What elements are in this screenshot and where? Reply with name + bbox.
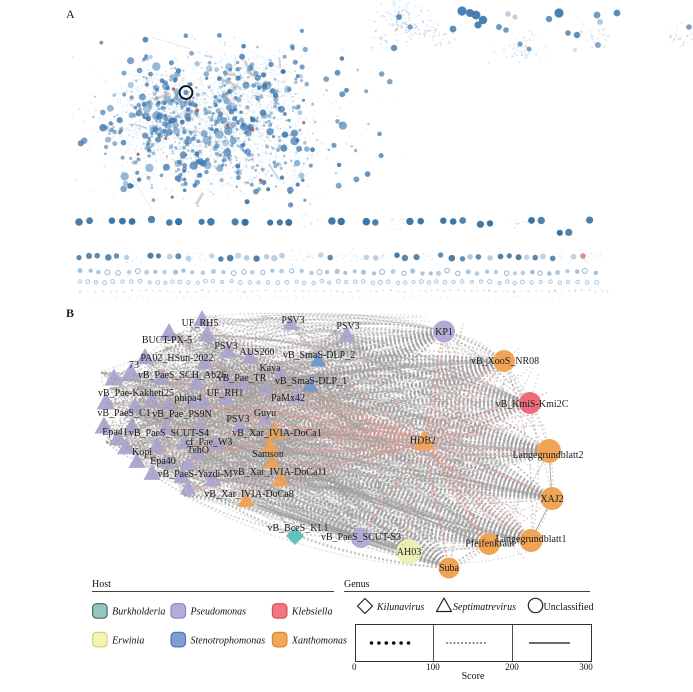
- svg-text:Klebsiella: Klebsiella: [291, 607, 333, 618]
- svg-text:PSV3: PSV3: [226, 414, 249, 425]
- svg-text:Genus: Genus: [344, 579, 370, 590]
- svg-text:Pfeifenkraut: Pfeifenkraut: [465, 539, 515, 550]
- svg-text:Suba: Suba: [439, 563, 460, 574]
- svg-text:UF_RH5: UF_RH5: [182, 318, 219, 329]
- svg-text:200: 200: [505, 662, 519, 672]
- svg-text:vB_Xar_IVIA-DoCa1: vB_Xar_IVIA-DoCa1: [232, 428, 321, 439]
- svg-text:Langegrundblatt2: Langegrundblatt2: [512, 450, 583, 461]
- svg-text:Erwinia: Erwinia: [111, 635, 144, 646]
- svg-text:B: B: [66, 306, 74, 320]
- svg-text:vB_SmaS-DLP_2: vB_SmaS-DLP_2: [283, 350, 355, 361]
- svg-text:Samson: Samson: [252, 449, 284, 460]
- svg-text:Kilunavirus: Kilunavirus: [376, 602, 424, 613]
- svg-text:UF_RH1: UF_RH1: [207, 388, 244, 399]
- svg-text:vB_KmiS-Kmi2C: vB_KmiS-Kmi2C: [496, 399, 569, 410]
- svg-text:vB_PaeS_SCH_Ab26: vB_PaeS_SCH_Ab26: [138, 370, 226, 381]
- svg-text:TehO: TehO: [187, 445, 209, 456]
- svg-text:vB_PaeS-Yazdi-M: vB_PaeS-Yazdi-M: [157, 469, 232, 480]
- svg-text:Burkholderia: Burkholderia: [112, 607, 165, 618]
- svg-text:AUS260: AUS260: [239, 347, 274, 358]
- svg-text:PSV3: PSV3: [214, 341, 237, 352]
- svg-text:Septimatrevirus: Septimatrevirus: [453, 602, 516, 613]
- svg-text:Kopi: Kopi: [132, 447, 152, 458]
- svg-text:vB_Xar_IVIA-DoCa11: vB_Xar_IVIA-DoCa11: [233, 467, 327, 478]
- svg-text:vB_Pae_TR: vB_Pae_TR: [218, 373, 267, 384]
- svg-text:PaMx42: PaMx42: [271, 393, 305, 404]
- svg-text:Xanthomonas: Xanthomonas: [291, 635, 347, 646]
- svg-text:0: 0: [352, 662, 357, 672]
- svg-text:AH03: AH03: [397, 547, 421, 558]
- svg-text:PSV3: PSV3: [281, 315, 304, 326]
- svg-text:vB_PaeS_SCUT-S3: vB_PaeS_SCUT-S3: [321, 532, 401, 543]
- svg-text:Stenotrophomonas: Stenotrophomonas: [191, 635, 266, 646]
- svg-text:Score: Score: [462, 671, 485, 682]
- svg-text:HDB2: HDB2: [410, 436, 436, 447]
- svg-text:vB_PaeS_C1: vB_PaeS_C1: [97, 408, 150, 419]
- svg-text:Guyu: Guyu: [254, 408, 276, 419]
- svg-text:vB_BceS_KL1: vB_BceS_KL1: [267, 523, 328, 534]
- svg-text:100: 100: [426, 662, 440, 672]
- svg-text:vB_Pae-Kakheti25: vB_Pae-Kakheti25: [98, 388, 174, 399]
- svg-text:vB_Pae_PS9N: vB_Pae_PS9N: [152, 409, 211, 420]
- svg-text:vB_Xar_IVIA-DoCa8: vB_Xar_IVIA-DoCa8: [204, 489, 293, 500]
- svg-text:BUCT-PX-5: BUCT-PX-5: [142, 335, 192, 346]
- svg-text:Unclassified: Unclassified: [544, 602, 594, 613]
- svg-text:A: A: [66, 7, 75, 21]
- svg-text:Epa41: Epa41: [102, 427, 128, 438]
- svg-text:KP1: KP1: [435, 327, 453, 338]
- svg-text:vB_SmaS-DLP_1: vB_SmaS-DLP_1: [275, 376, 347, 387]
- svg-text:PA02_HSun-2022: PA02_HSun-2022: [141, 353, 214, 364]
- svg-text:Pseudomonas: Pseudomonas: [190, 607, 247, 618]
- svg-text:Epa40: Epa40: [150, 456, 176, 467]
- svg-text:300: 300: [579, 662, 593, 672]
- svg-text:PSV3: PSV3: [336, 321, 359, 332]
- svg-text:Host: Host: [92, 579, 111, 590]
- svg-text:vB_XooS_NR08: vB_XooS_NR08: [471, 356, 539, 367]
- svg-text:XAJ2: XAJ2: [540, 494, 563, 505]
- svg-text:phipa4: phipa4: [174, 393, 201, 404]
